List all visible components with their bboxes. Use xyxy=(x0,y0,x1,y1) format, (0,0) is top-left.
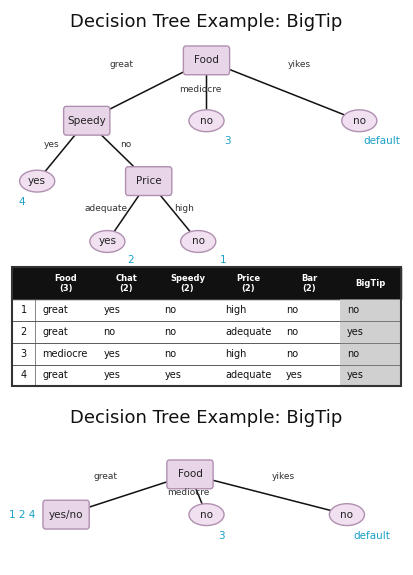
Text: no: no xyxy=(347,305,359,315)
Text: no: no xyxy=(200,509,213,520)
Text: no: no xyxy=(353,116,366,126)
Text: Speedy: Speedy xyxy=(67,116,106,126)
Text: no: no xyxy=(164,348,176,359)
Text: BigTip: BigTip xyxy=(355,279,385,288)
Text: 3: 3 xyxy=(21,348,27,359)
Text: no: no xyxy=(286,305,298,315)
Text: yes: yes xyxy=(103,305,120,315)
Text: no: no xyxy=(164,305,176,315)
Text: yes/no: yes/no xyxy=(49,509,83,520)
Text: no: no xyxy=(120,140,132,150)
FancyBboxPatch shape xyxy=(64,106,110,135)
Ellipse shape xyxy=(90,231,125,252)
Text: 2: 2 xyxy=(127,255,134,265)
FancyBboxPatch shape xyxy=(43,500,89,529)
FancyBboxPatch shape xyxy=(339,365,401,386)
Text: great: great xyxy=(43,305,68,315)
Text: yes: yes xyxy=(164,370,181,381)
Text: yikes: yikes xyxy=(288,60,311,69)
Text: Chat
(2): Chat (2) xyxy=(116,274,138,293)
Text: no: no xyxy=(347,348,359,359)
Text: Decision Tree Example: BigTip: Decision Tree Example: BigTip xyxy=(70,13,343,30)
Ellipse shape xyxy=(342,110,377,132)
Text: no: no xyxy=(164,327,176,337)
Text: yes: yes xyxy=(103,348,120,359)
Text: no: no xyxy=(192,236,205,247)
Text: adequate: adequate xyxy=(85,204,128,213)
Text: 4: 4 xyxy=(19,197,25,208)
Text: yes: yes xyxy=(103,370,120,381)
Ellipse shape xyxy=(189,110,224,132)
FancyBboxPatch shape xyxy=(12,267,401,299)
FancyBboxPatch shape xyxy=(339,299,401,321)
FancyBboxPatch shape xyxy=(167,460,213,489)
Text: yikes: yikes xyxy=(271,472,294,481)
Text: great: great xyxy=(43,370,68,381)
Ellipse shape xyxy=(180,231,216,252)
Text: yes: yes xyxy=(98,236,116,247)
Text: yes: yes xyxy=(44,140,59,150)
Text: yes: yes xyxy=(347,327,364,337)
Ellipse shape xyxy=(329,504,364,526)
Text: default: default xyxy=(353,531,390,541)
FancyBboxPatch shape xyxy=(126,167,172,196)
FancyBboxPatch shape xyxy=(339,321,401,343)
FancyBboxPatch shape xyxy=(183,46,230,75)
Text: high: high xyxy=(225,305,247,315)
Text: Bar
(2): Bar (2) xyxy=(301,274,317,293)
FancyBboxPatch shape xyxy=(12,365,401,386)
Text: great: great xyxy=(110,60,134,69)
Text: Food: Food xyxy=(178,469,202,480)
Text: high: high xyxy=(174,204,194,213)
Text: Food
(3): Food (3) xyxy=(54,274,77,293)
FancyBboxPatch shape xyxy=(339,343,401,365)
Text: Price: Price xyxy=(136,176,161,186)
Text: 1: 1 xyxy=(220,255,226,265)
Ellipse shape xyxy=(20,170,55,192)
Text: Speedy
(2): Speedy (2) xyxy=(170,274,205,293)
FancyBboxPatch shape xyxy=(12,299,401,321)
Text: default: default xyxy=(363,136,400,146)
Text: yes: yes xyxy=(347,370,364,381)
Text: no: no xyxy=(340,509,354,520)
Text: no: no xyxy=(286,348,298,359)
Text: 1: 1 xyxy=(21,305,27,315)
FancyBboxPatch shape xyxy=(12,321,401,343)
Text: mediocre: mediocre xyxy=(167,488,209,497)
Text: yes: yes xyxy=(28,176,46,186)
Text: no: no xyxy=(200,116,213,126)
Text: high: high xyxy=(225,348,247,359)
Text: adequate: adequate xyxy=(225,327,271,337)
Text: great: great xyxy=(43,327,68,337)
Text: yes: yes xyxy=(286,370,303,381)
Text: adequate: adequate xyxy=(225,370,271,381)
Text: Price
(2): Price (2) xyxy=(236,274,260,293)
Text: no: no xyxy=(286,327,298,337)
Text: 4: 4 xyxy=(21,370,27,381)
Text: no: no xyxy=(103,327,116,337)
Text: 2: 2 xyxy=(21,327,27,337)
Text: Decision Tree Example: BigTip: Decision Tree Example: BigTip xyxy=(70,409,343,427)
FancyBboxPatch shape xyxy=(12,343,401,365)
Text: great: great xyxy=(93,472,117,481)
Text: 3: 3 xyxy=(218,531,225,541)
Text: Food: Food xyxy=(194,55,219,66)
Text: 3: 3 xyxy=(224,136,230,146)
Text: mediocre: mediocre xyxy=(179,85,221,94)
Ellipse shape xyxy=(189,504,224,526)
Text: mediocre: mediocre xyxy=(43,348,88,359)
Text: 1 2 4: 1 2 4 xyxy=(9,509,36,520)
